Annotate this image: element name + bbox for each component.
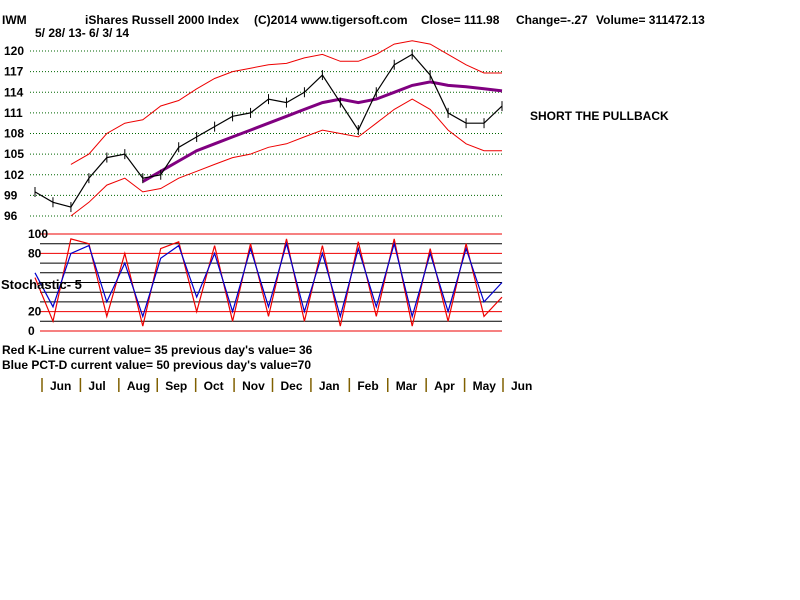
ticker-label: IWM: [2, 13, 27, 27]
index-name: iShares Russell 2000 Index: [85, 13, 240, 27]
month-label: Jun: [50, 379, 71, 393]
month-label: Dec: [281, 379, 303, 393]
close-value: Close= 111.98: [421, 13, 500, 27]
price-tick-label: 117: [4, 65, 24, 79]
close-price-line: [34, 53, 503, 208]
stochastic-tick-label: 100: [28, 227, 48, 241]
volume-value: Volume= 311472.13: [596, 13, 705, 27]
month-label: Jul: [88, 379, 105, 393]
month-label: Sep: [165, 379, 187, 393]
d-line-readout: Blue PCT-D current value= 50 previous da…: [2, 358, 311, 372]
price-tick-label: 114: [4, 85, 24, 99]
stochastic-label: Stochastic- 5: [1, 277, 82, 292]
moving-average-line: [142, 80, 503, 183]
stochastic-tick-label: 0: [28, 324, 35, 338]
month-label: Oct: [204, 379, 224, 393]
pullback-annotation: SHORT THE PULLBACK: [530, 109, 669, 123]
month-label: Nov: [242, 379, 265, 393]
price-tick-label: 120: [4, 44, 24, 58]
price-tick-label: 111: [4, 106, 23, 120]
price-tick-label: 108: [4, 127, 24, 141]
stochastic-tick-label: 20: [28, 305, 42, 319]
month-label: Jan: [319, 379, 340, 393]
month-label: Aug: [127, 379, 150, 393]
month-label: May: [473, 379, 497, 393]
month-label: Mar: [396, 379, 418, 393]
k-line-readout: Red K-Line current value= 35 previous da…: [2, 343, 313, 357]
price-tick-label: 102: [4, 168, 24, 182]
price-tick-label: 99: [4, 188, 18, 202]
stochastic-tick-label: 80: [28, 246, 42, 260]
copyright-text: (C)2014 www.tigersoft.com: [254, 13, 408, 27]
price-tick-label: 105: [4, 147, 24, 161]
upper-band-line: [70, 40, 502, 165]
date-range: 5/ 28/ 13- 6/ 3/ 14: [35, 26, 130, 40]
d-line: [34, 241, 503, 319]
month-label: Apr: [434, 379, 455, 393]
price-tick-label: 96: [4, 209, 18, 223]
month-label: Feb: [357, 379, 378, 393]
change-value: Change=-.27: [516, 13, 588, 27]
month-label: Jun: [511, 379, 532, 393]
lower-band-line: [70, 98, 502, 217]
